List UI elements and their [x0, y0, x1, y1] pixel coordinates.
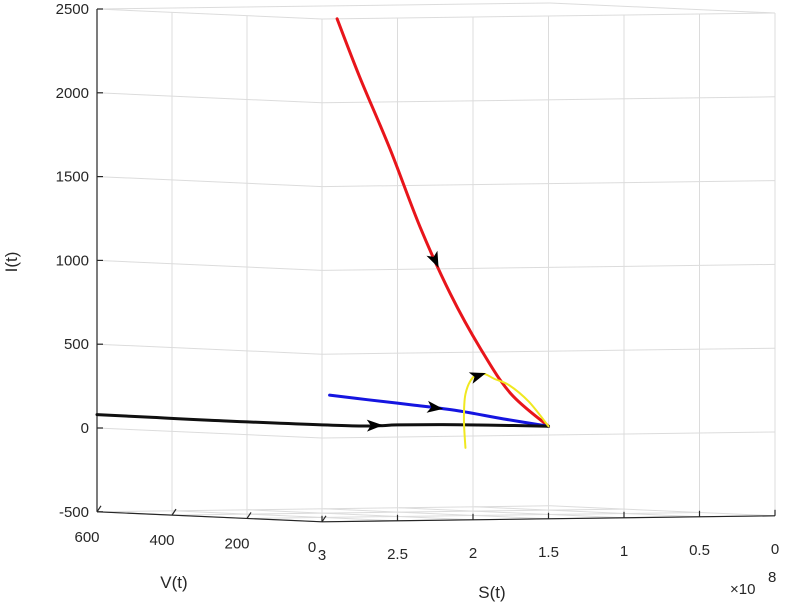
grid-line-floor-s — [549, 505, 776, 517]
axis-layer — [96, 8, 776, 523]
direction-arrow-marker — [366, 419, 383, 432]
s-axis-title: S(t) — [478, 583, 505, 602]
v-tick-label: 400 — [149, 532, 174, 549]
grid-line-side-z — [96, 176, 323, 188]
grid-line-top-rim — [96, 2, 551, 10]
grid-line-floor-v — [96, 505, 551, 513]
s-tick-label: 0.5 — [689, 542, 710, 559]
v-tick-label: 0 — [308, 539, 316, 556]
s-tick-label: 2 — [469, 545, 477, 562]
grid-line-side-z — [96, 427, 323, 439]
arrow-layer — [366, 250, 486, 432]
black-trajectory — [95, 413, 550, 428]
red-trajectory — [335, 17, 550, 428]
grid-line-floor-s — [474, 506, 700, 518]
grid-line-floor-s — [398, 507, 625, 519]
s-tick-label: 0 — [771, 541, 779, 558]
series-layer — [95, 17, 550, 449]
grid-line-side-z — [96, 343, 323, 355]
direction-arrow-marker — [426, 250, 439, 268]
grid-line-floor-s — [323, 508, 549, 520]
i-tick-label: 500 — [64, 336, 89, 353]
i-tick-label: 2000 — [56, 85, 89, 102]
yellow-trajectory — [462, 372, 550, 449]
v-axis-tick — [321, 515, 327, 523]
i-tick-label: -500 — [59, 504, 89, 521]
grid-line-top-rim — [549, 2, 776, 14]
grid-line-floor-s — [172, 510, 398, 522]
i-axis-title: I(t) — [2, 252, 21, 273]
grid-line-side-z — [96, 259, 323, 271]
v-axis-line — [96, 511, 323, 523]
v-axis-tick — [96, 505, 102, 513]
v-axis-tick — [171, 508, 177, 516]
s-axis-multiplier-exponent: 8 — [768, 569, 776, 586]
v-axis-tick — [246, 512, 252, 519]
grid-line-floor-s — [247, 509, 474, 521]
s-tick-label: 1 — [620, 543, 628, 560]
v-tick-label: 200 — [224, 535, 249, 552]
s-axis-multiplier: ×10 — [730, 581, 755, 598]
s-tick-label: 2.5 — [387, 546, 408, 563]
i-tick-label: 1000 — [56, 252, 89, 269]
i-tick-label: 1500 — [56, 169, 89, 186]
s-tick-label: 1.5 — [538, 544, 559, 561]
v-axis-title: V(t) — [160, 573, 187, 592]
grid-line-floor-v — [171, 508, 626, 516]
s-tick-label: 3 — [318, 547, 326, 564]
grid-line-side-z — [96, 92, 323, 104]
i-tick-label: 0 — [81, 420, 89, 437]
grid-line-side-z — [96, 8, 323, 20]
v-tick-label: 600 — [74, 529, 99, 546]
direction-arrow-marker — [468, 372, 486, 384]
direction-arrow-marker — [426, 400, 444, 413]
i-tick-label: 2500 — [56, 1, 89, 18]
